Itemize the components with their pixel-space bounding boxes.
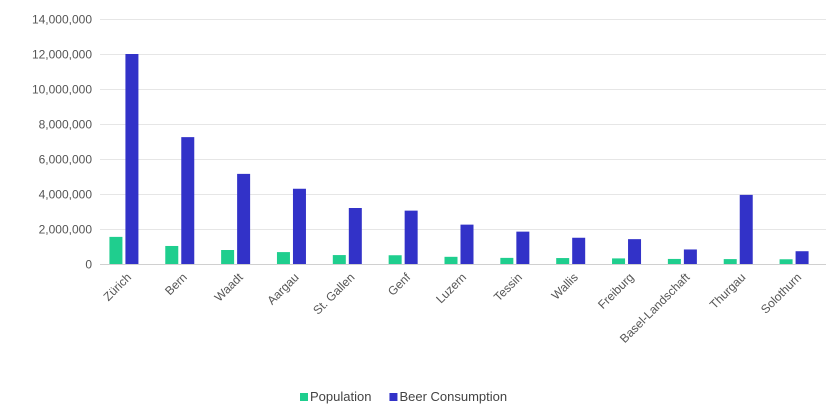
bar-beer-consumption [348, 208, 362, 264]
bar-population [500, 257, 514, 265]
x-category-label: Genf [385, 270, 414, 299]
bar-population [388, 255, 402, 264]
x-category-label: Zürich [101, 270, 134, 303]
legend-swatch [389, 393, 398, 401]
bar-beer-consumption [181, 137, 195, 265]
bar-beer-consumption [237, 173, 251, 265]
bar-beer-consumption [795, 251, 809, 264]
bar-population [332, 255, 346, 264]
gridlines [100, 19, 826, 230]
x-category-label: Solothurn [758, 270, 804, 316]
bar-beer-consumption [516, 231, 530, 265]
bar-population [276, 252, 290, 264]
bar-beer-consumption [683, 249, 697, 264]
x-category-label: Freiburg [595, 270, 636, 311]
bar-beer-consumption [404, 210, 418, 265]
x-category-label: Tessin [491, 270, 525, 304]
y-tick-label: 12,000,000 [32, 48, 92, 62]
legend: Population Beer Consumption [300, 389, 507, 404]
x-axis-category-labels: Zürich Bern Waadt Aargau St. Gallen Genf Luzer… [101, 270, 805, 346]
x-category-label: Bern [162, 270, 190, 298]
bar-population [723, 259, 737, 264]
y-tick-label: 2,000,000 [39, 223, 93, 237]
y-axis-tick-labels: 0 2,000,000 4,000,000 6,000,000 8,000,000 10,… [32, 13, 92, 272]
legend-label: Beer Consumption [399, 389, 507, 404]
bar-beer-consumption [460, 224, 474, 265]
bar-population [779, 259, 793, 264]
x-category-label: St. Gallen [310, 270, 357, 317]
bar-beer-consumption [739, 194, 753, 265]
x-category-label: Waadt [212, 270, 247, 305]
bar-beer-consumption [125, 54, 139, 264]
bar-population [221, 250, 235, 264]
legend-swatch [300, 393, 308, 401]
y-tick-label: 6,000,000 [39, 153, 93, 167]
y-tick-label: 14,000,000 [32, 13, 92, 27]
bars [109, 54, 809, 265]
legend-label: Population [310, 389, 371, 404]
bar-population [109, 236, 123, 265]
bar-population [667, 258, 681, 264]
y-tick-label: 8,000,000 [39, 118, 93, 132]
x-category-label: Thurgau [707, 270, 749, 312]
bar-beer-consumption [572, 237, 586, 264]
bar-population [556, 258, 570, 264]
bar-population [612, 258, 626, 264]
bar-beer-consumption [628, 239, 642, 264]
bar-beer-consumption [292, 188, 306, 264]
x-category-label: Wallis [549, 270, 581, 302]
y-tick-label: 10,000,000 [32, 83, 92, 97]
x-category-label: Luzern [433, 270, 469, 306]
bar-population [165, 245, 179, 264]
x-category-label: Aargau [264, 270, 301, 307]
y-tick-label: 0 [85, 258, 92, 272]
bar-population [444, 256, 458, 264]
y-tick-label: 4,000,000 [39, 188, 93, 202]
